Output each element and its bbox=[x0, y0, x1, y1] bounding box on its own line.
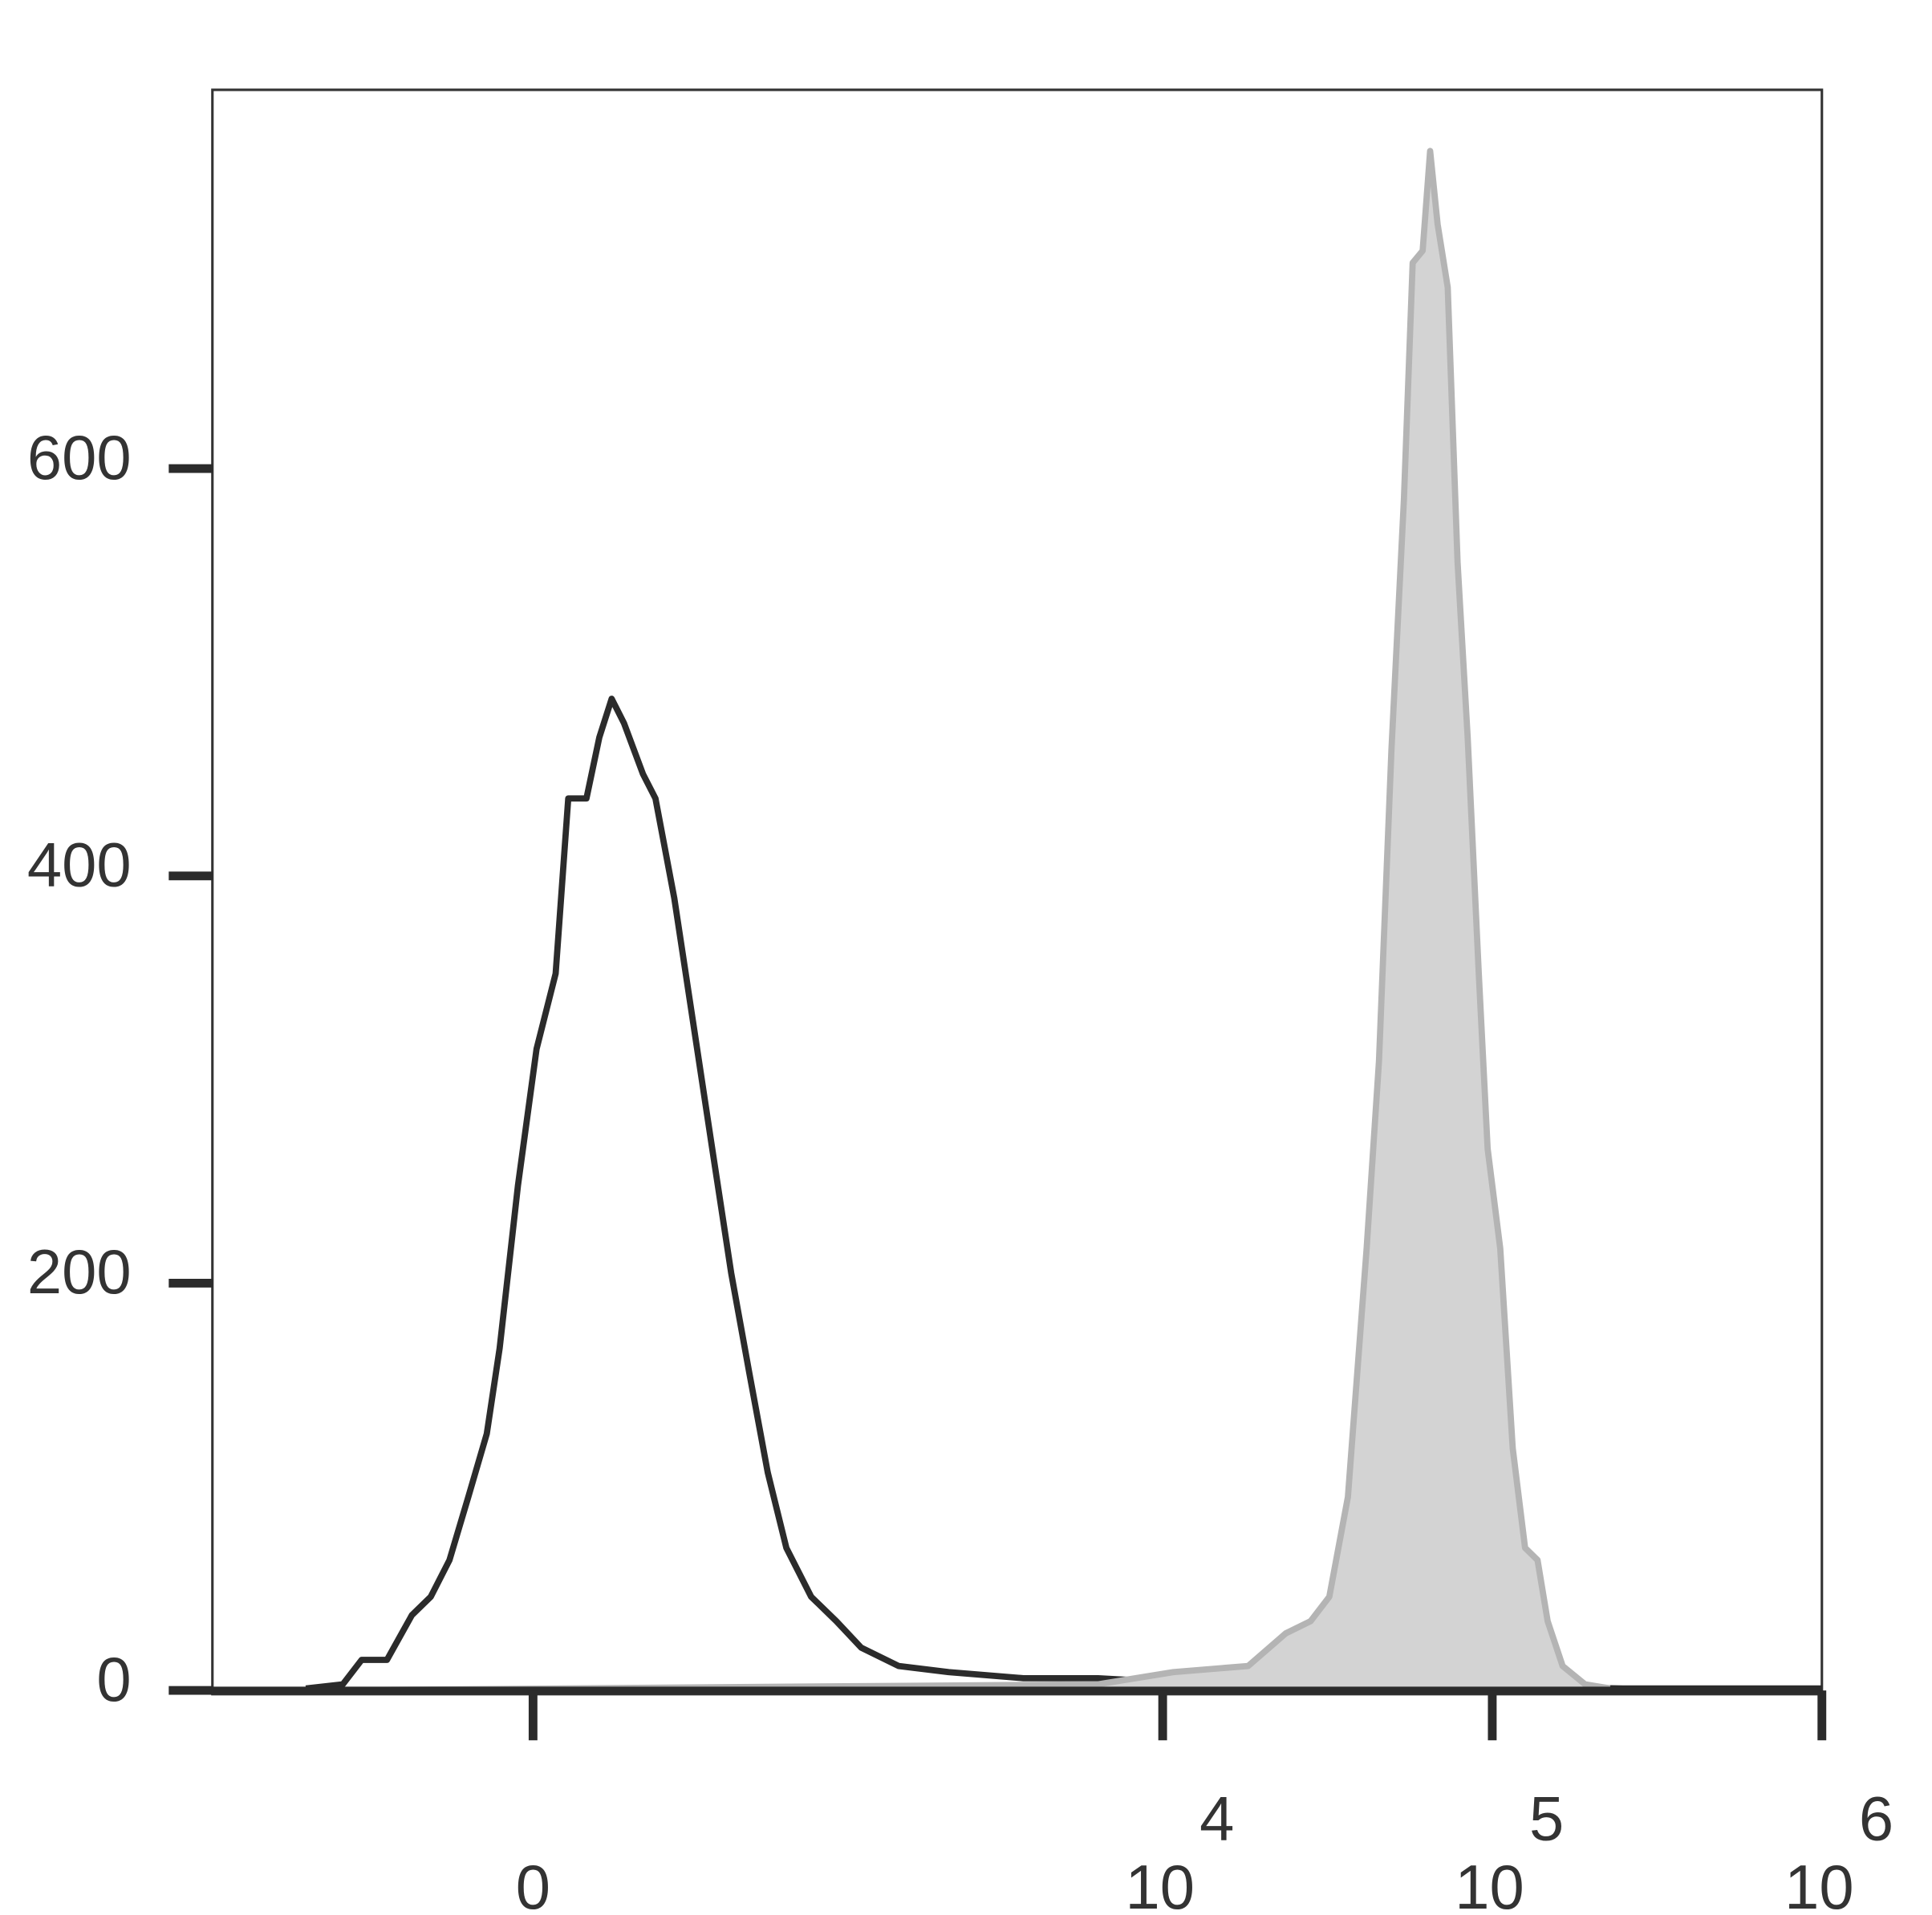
x-tick-base: 10 bbox=[1125, 1853, 1194, 1915]
x-tick-exponent: 4 bbox=[1199, 1785, 1234, 1854]
x-tick-exponent: 5 bbox=[1529, 1785, 1564, 1854]
x-tick-label: 0 bbox=[516, 1853, 550, 1915]
y-tick-label: 200 bbox=[27, 1238, 132, 1307]
x-tick-label: 105 bbox=[1455, 1785, 1564, 1915]
histogram-line bbox=[305, 696, 1822, 1692]
histogram-area bbox=[306, 151, 1610, 1691]
x-tick-label: 104 bbox=[1125, 1785, 1234, 1915]
y-tick-label: 600 bbox=[27, 424, 132, 493]
x-tick-label: 106 bbox=[1784, 1785, 1893, 1915]
histogram-line bbox=[306, 148, 1611, 1694]
plot-frame bbox=[211, 88, 1824, 1696]
x-tick-exponent: 6 bbox=[1859, 1785, 1893, 1854]
y-tick-label: 0 bbox=[96, 1645, 131, 1714]
x-tick-base: 10 bbox=[1455, 1853, 1524, 1915]
y-tick-label: 400 bbox=[27, 831, 132, 900]
x-tick-base: 10 bbox=[1784, 1853, 1853, 1915]
